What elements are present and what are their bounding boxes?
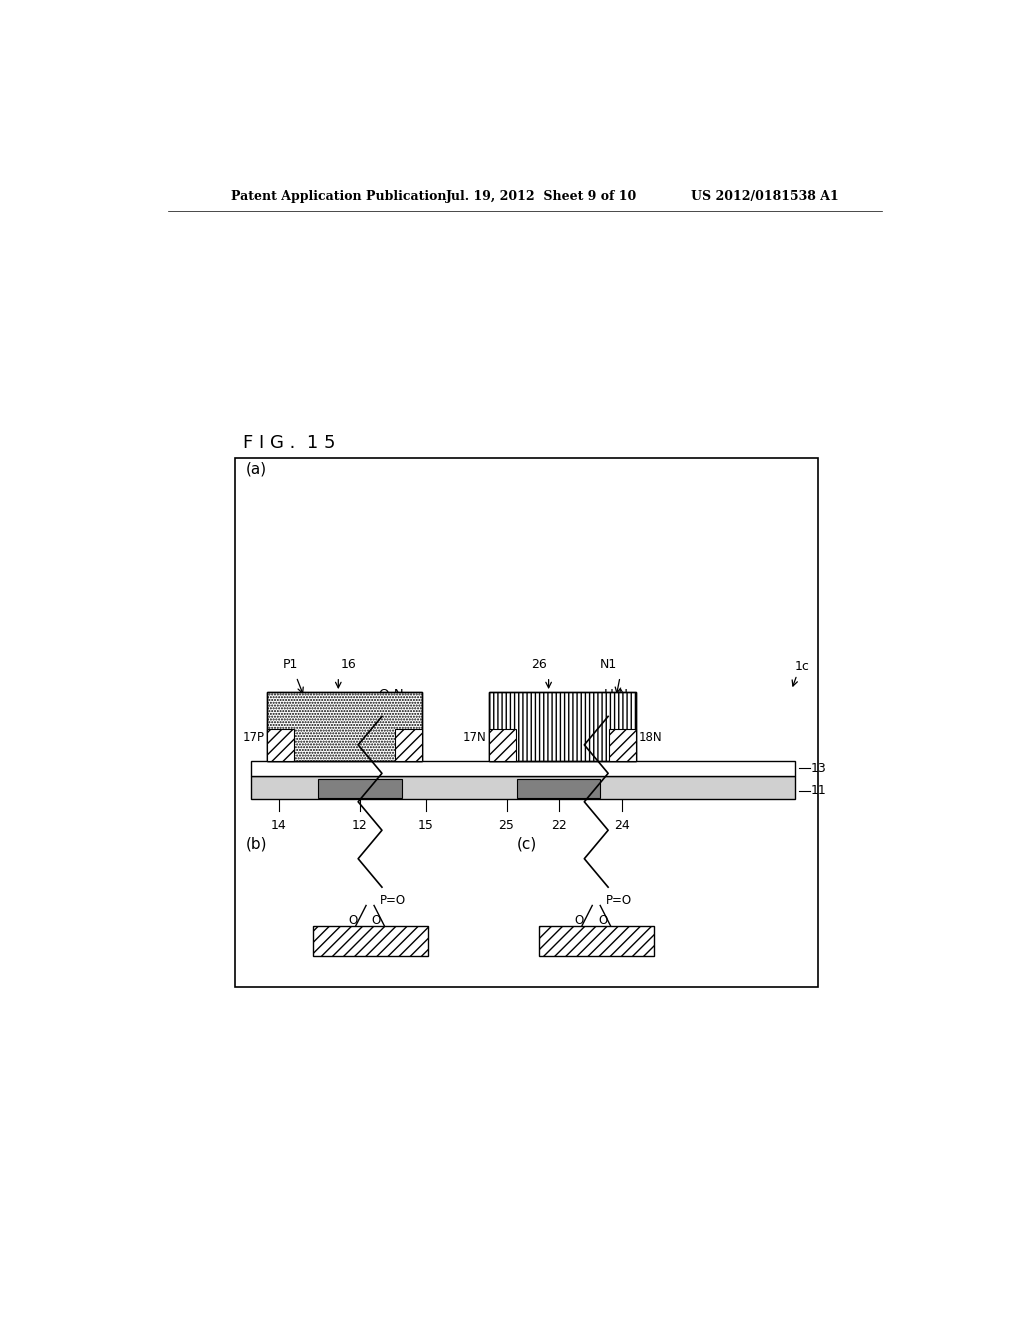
Text: O: O [574,913,584,927]
Bar [318,779,401,797]
Text: 26: 26 [531,657,547,671]
Text: 17N: 17N [463,731,486,744]
Text: (a): (a) [246,462,266,477]
Text: O₂N: O₂N [378,688,403,701]
Text: (c): (c) [517,837,538,851]
Bar [517,779,600,797]
Text: 16: 16 [341,657,356,671]
Text: P=O: P=O [606,894,632,907]
Text: 14: 14 [271,818,287,832]
Text: H₂N: H₂N [604,688,629,701]
Bar [489,729,516,762]
Text: Jul. 19, 2012  Sheet 9 of 10: Jul. 19, 2012 Sheet 9 of 10 [445,190,637,202]
Text: O: O [372,913,381,927]
Text: 17P: 17P [243,731,264,744]
Text: P=O: P=O [380,894,406,907]
Text: O: O [598,913,607,927]
Text: 24: 24 [614,818,631,832]
Text: 25: 25 [499,818,514,832]
Text: 13: 13 [811,762,826,775]
Bar [267,692,422,762]
Bar [251,762,795,776]
Bar [489,692,636,762]
Bar [609,729,636,762]
Text: 1c: 1c [795,660,810,673]
Text: (b): (b) [246,837,267,851]
Text: 18P: 18P [396,731,418,744]
Bar [251,776,795,799]
Bar [267,692,422,762]
Text: 22: 22 [551,818,567,832]
Text: 11: 11 [811,784,826,797]
Bar [394,729,422,762]
Text: 12: 12 [352,818,368,832]
Text: Patent Application Publication: Patent Application Publication [231,190,446,202]
Bar [236,458,818,987]
Bar [267,729,294,762]
Text: 15: 15 [418,818,433,832]
Text: O: O [348,913,357,927]
Text: US 2012/0181538 A1: US 2012/0181538 A1 [691,190,840,202]
Text: P1: P1 [283,657,298,671]
Bar [539,925,653,956]
Text: F I G .  1 5: F I G . 1 5 [243,434,336,451]
Bar [489,692,636,762]
Text: N1: N1 [599,657,616,671]
Text: 18N: 18N [638,731,662,744]
Bar [312,925,428,956]
